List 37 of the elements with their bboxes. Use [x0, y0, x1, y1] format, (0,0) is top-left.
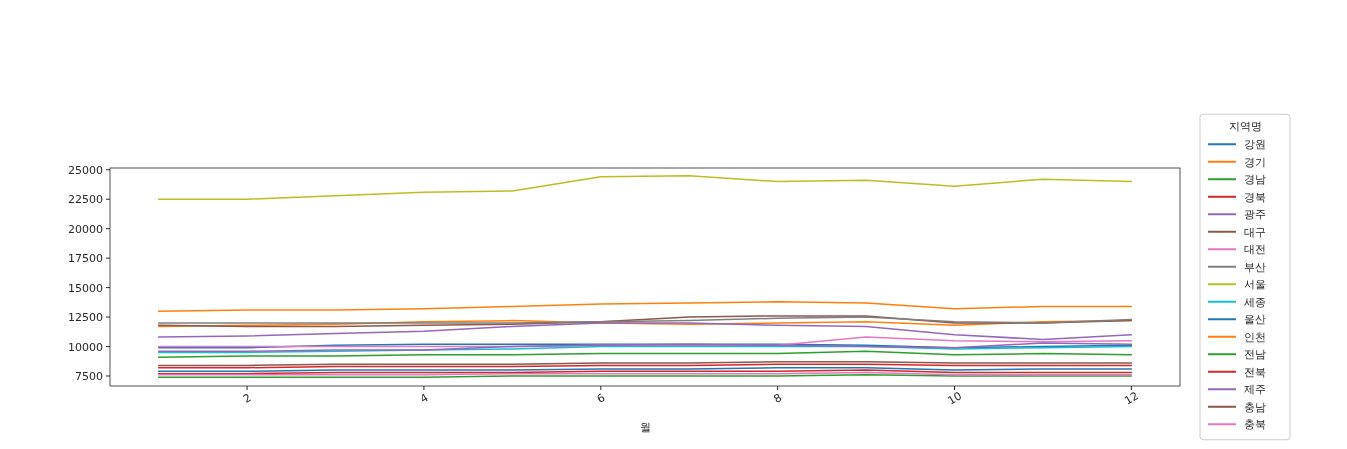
x-axis-title: 월 — [639, 421, 651, 434]
y-tick-label: 12500 — [68, 311, 103, 325]
y-tick-label: 7500 — [75, 369, 103, 383]
legend-label: 인천 — [1244, 330, 1266, 344]
y-tick-label: 15000 — [68, 281, 103, 295]
x-tick-label: 2 — [241, 391, 254, 406]
legend-label: 세종 — [1244, 295, 1266, 309]
legend-label: 전남 — [1244, 348, 1266, 362]
legend-label: 경북 — [1244, 190, 1266, 204]
y-tick-label: 22500 — [68, 193, 103, 207]
y-tick-label: 10000 — [68, 340, 103, 354]
legend-label: 경기 — [1244, 155, 1266, 169]
legend-title: 지역명 — [1228, 120, 1262, 134]
x-tick-label: 8 — [771, 391, 785, 406]
line-series — [157, 174, 1133, 200]
y-tick-label: 20000 — [68, 222, 103, 236]
legend-label: 서울 — [1244, 278, 1266, 292]
legend-label: 대전 — [1244, 243, 1266, 257]
line-series — [157, 322, 1133, 341]
y-tick-label: 17500 — [68, 252, 103, 266]
x-tick-label: 4 — [417, 391, 431, 406]
line-series — [157, 301, 1133, 312]
x-tick-label: 10 — [945, 389, 965, 408]
x-tick-label: 12 — [1122, 389, 1141, 408]
x-tick-label: 6 — [594, 391, 608, 406]
legend-label: 경남 — [1244, 173, 1266, 187]
legend-label: 제주 — [1244, 383, 1266, 397]
y-tick-label: 25000 — [68, 163, 103, 177]
legend-label: 대구 — [1244, 225, 1266, 239]
legend-label: 충남 — [1244, 400, 1266, 414]
legend-label: 광주 — [1244, 208, 1266, 222]
legend-label: 부산 — [1244, 260, 1266, 274]
legend-label: 충북 — [1244, 418, 1266, 432]
line-series — [157, 315, 1133, 328]
legend-label: 울산 — [1244, 313, 1266, 327]
legend-label: 강원 — [1244, 138, 1266, 152]
legend-label: 전북 — [1244, 365, 1266, 379]
